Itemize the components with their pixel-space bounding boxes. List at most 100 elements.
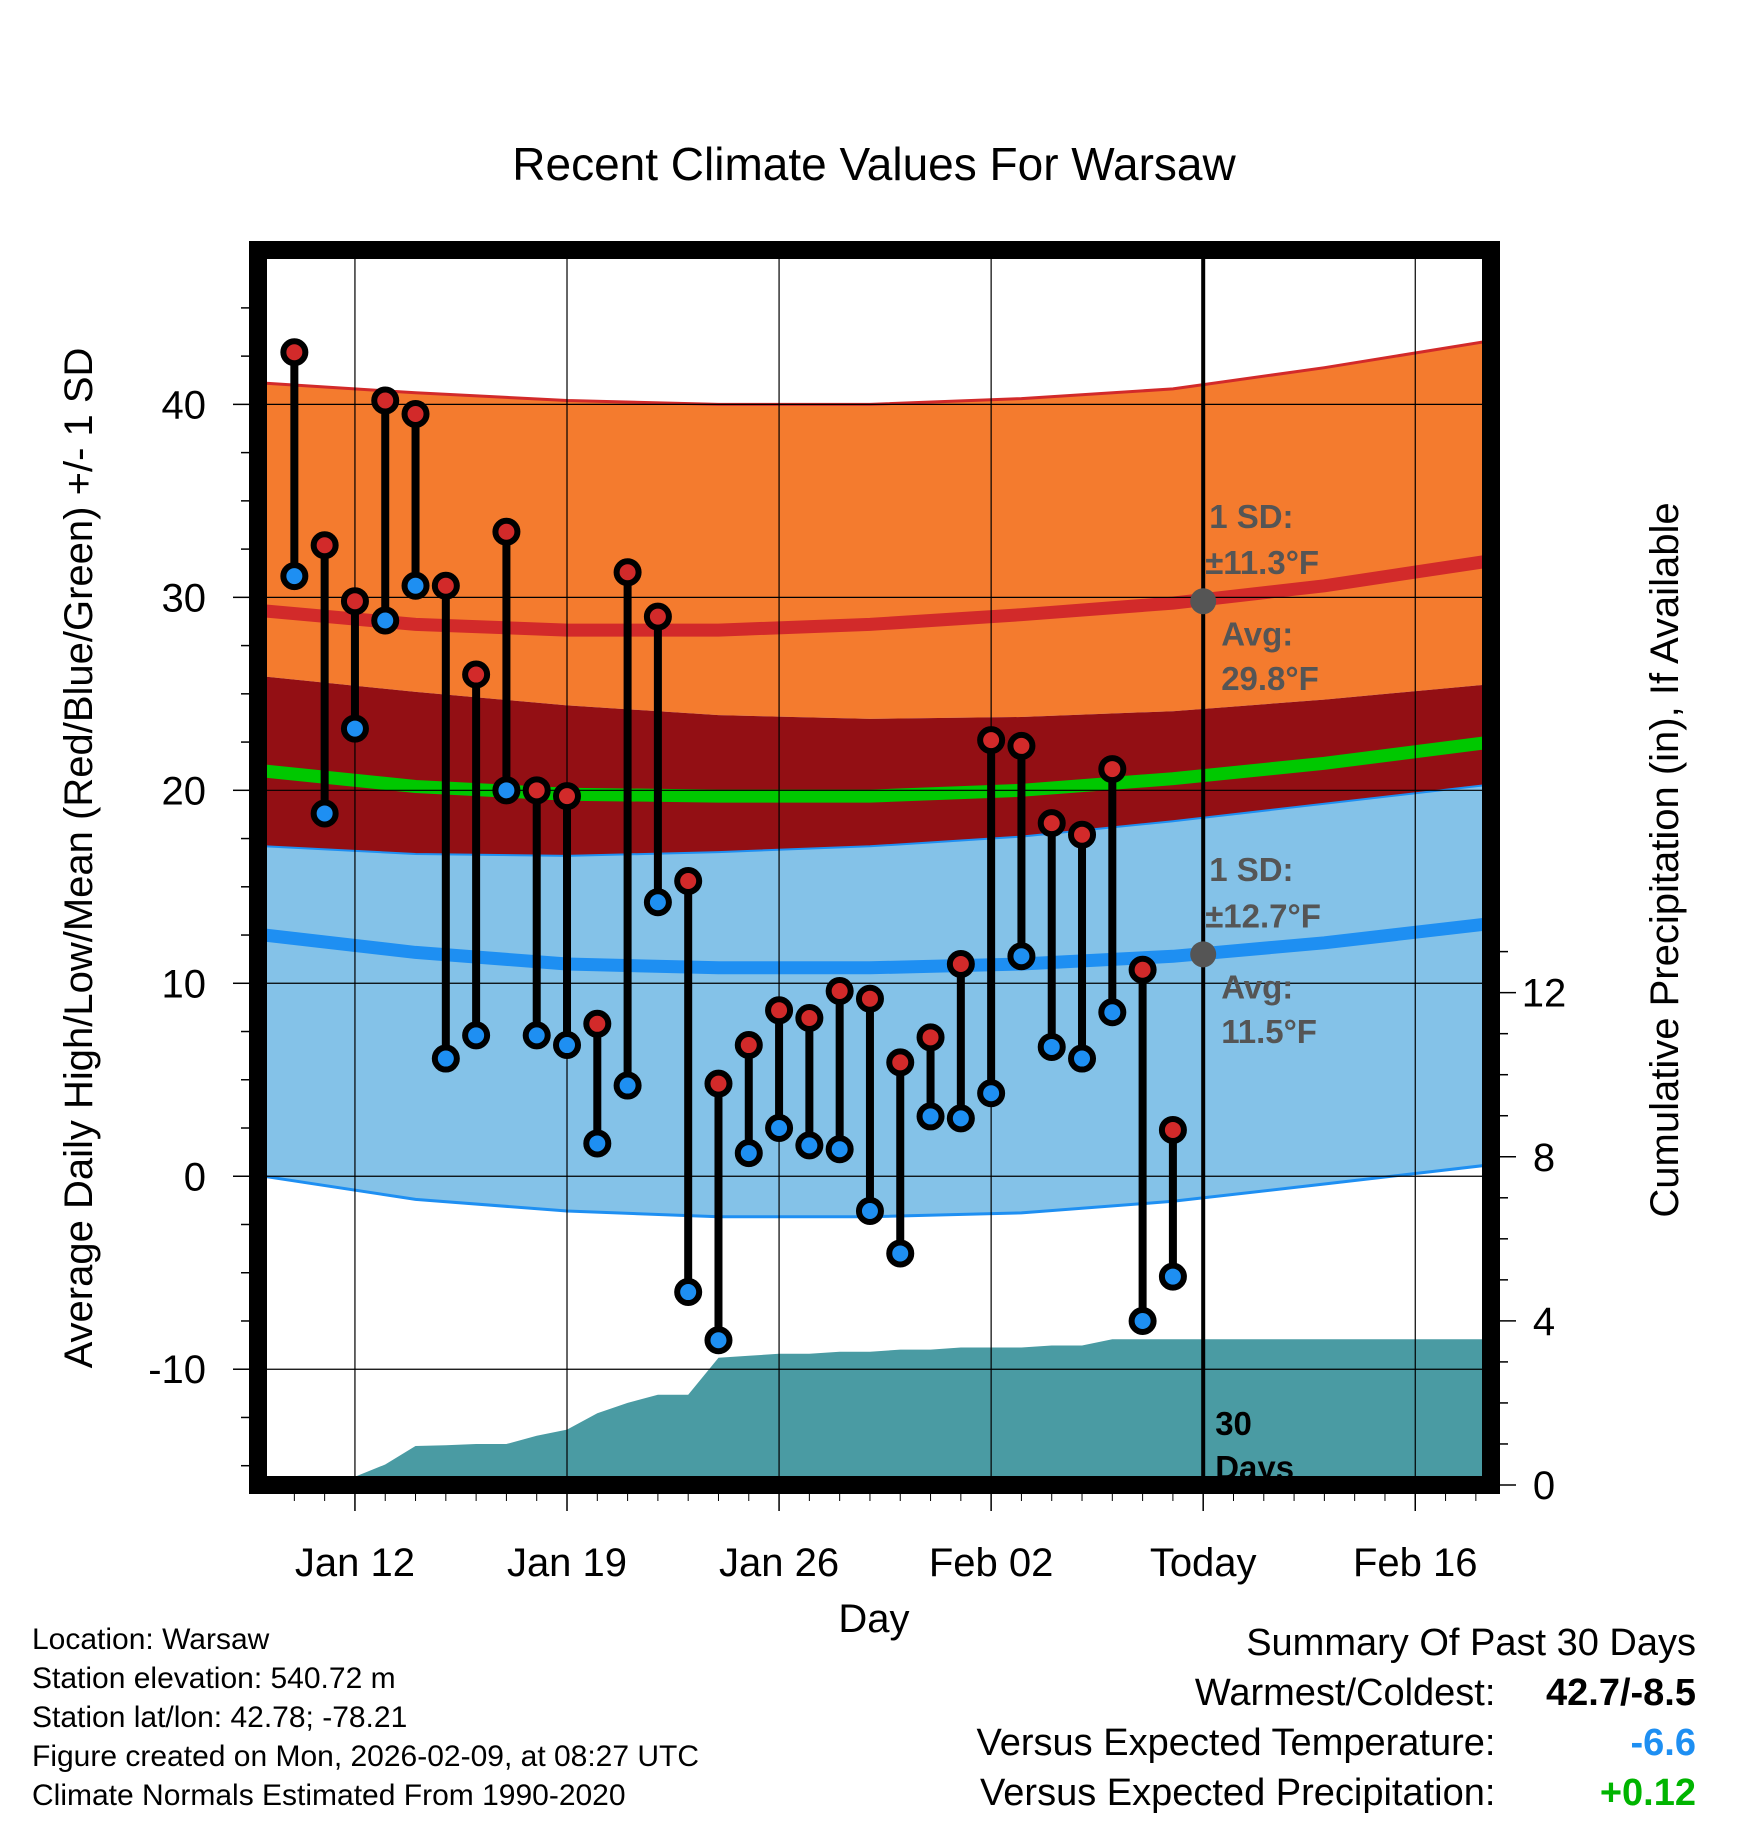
low-point	[643, 888, 672, 917]
low-avg-marker	[1190, 941, 1217, 968]
y-axis-label: Average Daily High/Low/Mean (Red/Blue/Gr…	[57, 348, 101, 1369]
high-point	[522, 776, 551, 805]
created-text: Figure created on Mon, 2026-02-09, at 08…	[32, 1740, 700, 1773]
summary-title: Summary Of Past 30 Days	[1246, 1622, 1696, 1664]
low-point	[583, 1129, 612, 1158]
low-point	[1068, 1044, 1097, 1073]
x-tick-label: Jan 19	[507, 1541, 627, 1585]
low-point	[553, 1031, 582, 1060]
low-sd-value: ±12.7°F	[1205, 897, 1321, 934]
elevation-text: Station elevation: 540.72 m	[32, 1662, 396, 1695]
low-point	[431, 1044, 460, 1073]
x-axis-label: Day	[838, 1597, 909, 1641]
low-avg-label: Avg:	[1221, 969, 1293, 1006]
low-upper-edge	[264, 783, 1489, 857]
high-point	[855, 984, 884, 1013]
summary-panel: Summary Of Past 30 Days Warmest/Coldest:…	[977, 1618, 1696, 1818]
temp-label: Versus Expected Temperature:	[976, 1722, 1496, 1764]
location-text: Location: Warsaw	[32, 1623, 270, 1656]
low-point	[492, 776, 521, 805]
low-point	[977, 1079, 1006, 1108]
low-point	[522, 1021, 551, 1050]
x-tick-label: Jan 12	[295, 1541, 415, 1585]
high-point	[401, 400, 430, 429]
high-point	[1007, 731, 1036, 760]
high-point	[765, 996, 794, 1025]
high-point	[583, 1009, 612, 1038]
normals-text: Climate Normals Estimated From 1990-2020	[32, 1779, 626, 1812]
latlon-text: Station lat/lon: 42.78; -78.21	[32, 1701, 408, 1734]
high-point	[340, 587, 369, 616]
summary-warmest-row: Warmest/Coldest: 42.7/-8.5	[977, 1668, 1696, 1718]
low-point	[916, 1102, 945, 1131]
y2-tick-label: 4	[1533, 1300, 1555, 1344]
low-average-line	[263, 917, 1489, 975]
high-point	[1098, 755, 1127, 784]
daily-series	[280, 338, 1187, 1355]
low-point	[280, 562, 309, 591]
plot-frame	[249, 241, 1500, 1494]
y-tick-label: 10	[162, 962, 207, 1006]
low-point	[1037, 1032, 1066, 1061]
high-avg-value: 29.8°F	[1221, 660, 1319, 697]
low-point	[825, 1135, 854, 1164]
precip-value: +0.12	[1599, 1772, 1696, 1814]
x-tick-label: Jan 26	[719, 1541, 839, 1585]
high-point	[643, 602, 672, 631]
days-label-number: 30	[1215, 1405, 1252, 1442]
high-point	[553, 782, 582, 811]
high-point	[886, 1048, 915, 1077]
chart-title: Recent Climate Values For Warsaw	[512, 138, 1236, 190]
y2-tick-label: 8	[1533, 1136, 1555, 1180]
high-point	[280, 338, 309, 367]
low-point	[674, 1278, 703, 1307]
low-point	[310, 799, 339, 828]
high-point	[462, 660, 491, 689]
low-sd-label: 1 SD:	[1209, 851, 1293, 888]
low-point	[946, 1104, 975, 1133]
y-tick-label: 30	[162, 576, 207, 620]
warmest-label: Warmest/Coldest:	[1194, 1672, 1496, 1714]
low-point	[462, 1021, 491, 1050]
high-point	[613, 558, 642, 587]
mean-average-line	[263, 735, 1489, 803]
low-point	[1098, 998, 1127, 1027]
y2-tick-label: 0	[1533, 1464, 1555, 1508]
low-point	[704, 1326, 733, 1355]
low-point	[1007, 942, 1036, 971]
precip-label: Versus Expected Precipitation:	[980, 1772, 1496, 1814]
temp-value: -6.6	[1630, 1722, 1696, 1764]
precip-area-group	[293, 1339, 1489, 1483]
x-tick-label: Feb 02	[929, 1541, 1054, 1585]
high-point	[734, 1031, 763, 1060]
high-sd-label: 1 SD:	[1209, 498, 1293, 535]
high-point	[704, 1069, 733, 1098]
high-point	[977, 726, 1006, 755]
y-tick-label: 0	[184, 1155, 206, 1199]
high-avg-marker	[1190, 588, 1217, 615]
x-tick-label: Feb 16	[1353, 1541, 1478, 1585]
summary-precip-row: Versus Expected Precipitation: +0.12	[977, 1768, 1696, 1818]
high-point	[310, 531, 339, 560]
y-tick-label: -10	[148, 1348, 206, 1392]
low-avg-value: 11.5°F	[1221, 1013, 1317, 1050]
high-point	[1158, 1115, 1187, 1144]
low-point	[795, 1131, 824, 1160]
high-point	[492, 517, 521, 546]
high-average-line	[263, 554, 1489, 637]
warmest-value: 42.7/-8.5	[1546, 1672, 1696, 1714]
y2-tick-label: 12	[1522, 972, 1567, 1016]
low-point	[613, 1071, 642, 1100]
high-point	[1037, 809, 1066, 838]
normal-annotations: 1 SD: ±11.3°F Avg: 29.8°F 1 SD: ±12.7°F Avg: 11…	[1190, 498, 1321, 1486]
y2-axis-label: Cumulative Precipitation (in), If Availa…	[1643, 502, 1687, 1217]
high-point	[674, 867, 703, 896]
x-tick-label: Today	[1150, 1541, 1257, 1585]
precip-area	[293, 1339, 1489, 1483]
low-point	[340, 714, 369, 743]
low-point	[855, 1196, 884, 1225]
high-point	[1068, 820, 1097, 849]
low-point	[765, 1114, 794, 1143]
high-sd-value: ±11.3°F	[1205, 544, 1319, 581]
y-tick-label: 20	[162, 769, 207, 813]
